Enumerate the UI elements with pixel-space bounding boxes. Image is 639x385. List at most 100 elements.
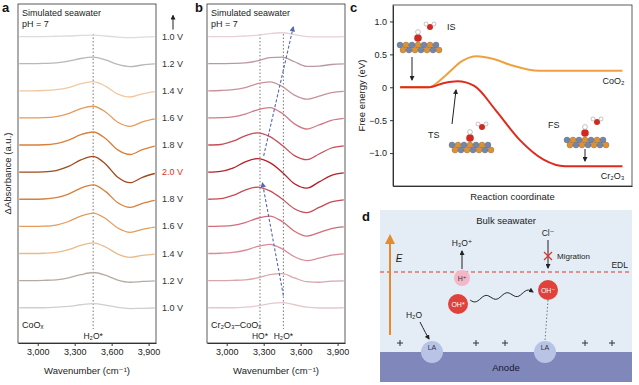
y-axis-title: ΔAbsorbance (a.u.) (2, 133, 13, 215)
slab-atom (418, 47, 424, 53)
spectrum-line (19, 185, 155, 208)
series-label: CoO₂ (602, 76, 625, 86)
water-hydrogen (476, 122, 480, 126)
site-label: LA (428, 344, 437, 351)
tick-label: 3,900 (138, 347, 161, 357)
slab-atom (470, 147, 476, 153)
tick-mark (301, 343, 302, 346)
plot-area (19, 34, 155, 329)
slab-atom (452, 147, 458, 153)
hydrogen-atom (583, 125, 588, 130)
x-axis-title: Wavenumber (cm⁻¹) (233, 365, 319, 376)
water-hydrogen (424, 22, 428, 26)
region-label: Bulk seawater (476, 215, 536, 226)
potential-label: 1.2 V (162, 276, 183, 286)
spectrum-line (208, 274, 344, 283)
pointer-arrow (412, 57, 413, 80)
y-axis-line (393, 6, 394, 187)
spectrum-line (208, 244, 344, 260)
water-hydrogen (591, 117, 595, 121)
plot-frame (393, 5, 632, 186)
spectrum-line (208, 216, 344, 236)
reference-label: HO* (252, 331, 269, 341)
slab-atom (476, 147, 482, 153)
slab-atom (436, 47, 442, 53)
slab-atom (488, 147, 494, 153)
x-axis-line (394, 186, 633, 187)
x-axis-tick: 3,300 (253, 343, 276, 357)
potential-label: 1.2 V (162, 59, 183, 69)
hydrogen-atom (468, 130, 473, 135)
tick-mark (390, 21, 393, 22)
spectrum-line (208, 187, 344, 212)
subtitle: pH = 7 (211, 19, 238, 29)
y-axis-tick: 0.5 (374, 50, 393, 60)
adsorbed-hydroxyl (448, 294, 468, 314)
water-hydrogen (599, 117, 603, 121)
tick-label: 3,300 (64, 347, 87, 357)
spectrum-line (208, 108, 344, 129)
slab-atom (458, 147, 464, 153)
slab-atom (464, 147, 470, 153)
species-label: H₂O (406, 310, 422, 320)
panel-label: b (195, 0, 203, 15)
species-label: OH* (451, 301, 465, 308)
molecule-sketch (449, 122, 494, 153)
y-axis-tick: −1.0 (369, 148, 393, 158)
potential-label: 1.6 V (162, 221, 183, 231)
plot-area (208, 27, 344, 329)
subtitle: pH = 7 (22, 19, 49, 29)
anode-label: Anode (492, 362, 519, 373)
lewis-acid-site (534, 341, 556, 363)
spectrum-line (19, 304, 155, 309)
oxygen-atom (466, 134, 474, 142)
pointer-arrow (548, 240, 549, 268)
tick-label: 3,000 (27, 347, 50, 357)
state-label: FS (548, 120, 560, 130)
site-label: LA (541, 344, 550, 351)
tick-mark (390, 120, 393, 121)
shift-arrow (264, 27, 294, 156)
x-axis-tick: 3,600 (290, 343, 313, 357)
species-label: H⁺ (458, 275, 467, 282)
slab-atom (406, 47, 412, 53)
shift-arrow (262, 183, 283, 296)
blocked-mark (544, 252, 552, 260)
potential-label: 2.0 V (162, 167, 183, 177)
reference-line (259, 34, 260, 329)
y-axis-tick: 0 (382, 83, 393, 93)
slab-atom (585, 142, 591, 148)
energy-line (400, 81, 622, 166)
subtitle: Simulated seawater (211, 8, 290, 18)
x-axis-tick: 3,600 (101, 343, 124, 357)
spectrum-line (19, 57, 155, 66)
tick-label: 3,300 (253, 347, 276, 357)
spectrum-line (208, 33, 344, 37)
plot-frame (18, 4, 156, 343)
pointer-arrow (585, 149, 586, 161)
slab-atom (482, 147, 488, 153)
panel-label: c (350, 0, 357, 15)
oxygen-atom (414, 34, 422, 42)
species-label: Cl⁻ (542, 228, 555, 238)
slab-atom (579, 142, 585, 148)
tick-mark (112, 343, 113, 346)
spectrum-line (19, 106, 155, 126)
proton (454, 270, 470, 286)
water-hydrogen (432, 22, 436, 26)
x-axis-tick: 3,000 (216, 343, 239, 357)
state-label: IS (447, 22, 456, 32)
spectrum-line (19, 35, 155, 37)
spectrum-line (19, 272, 155, 282)
hydroxide (538, 280, 558, 300)
plot-frame (207, 4, 345, 343)
tick-label: 0.5 (374, 50, 387, 60)
reference-line (93, 34, 94, 329)
molecule-sketch (564, 117, 609, 148)
slab-atom (430, 47, 436, 53)
x-axis-line (19, 343, 157, 344)
potential-label: 1.8 V (162, 194, 183, 204)
plus-sign (609, 340, 615, 346)
slab-atom (597, 142, 603, 148)
figure: 3,0003,3003,6003,900H₂O*Wavenumber (cm⁻¹… (0, 0, 639, 385)
